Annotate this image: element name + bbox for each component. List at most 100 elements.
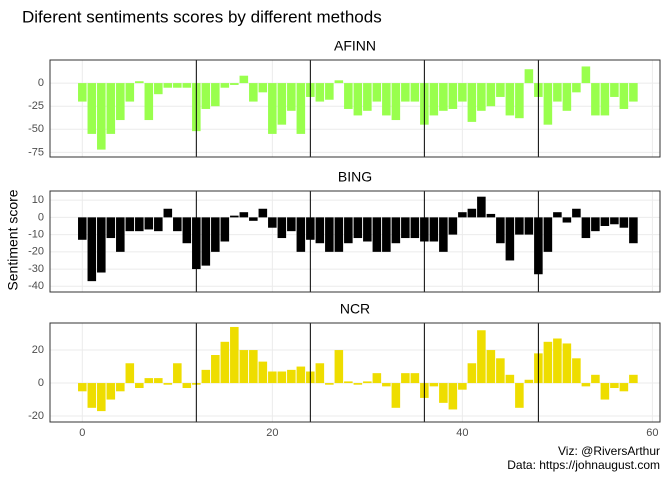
bar — [553, 212, 562, 218]
bar — [610, 83, 619, 97]
y-tick-label: -10 — [28, 229, 44, 241]
bar — [344, 217, 353, 244]
bar — [230, 215, 239, 218]
x-tick-label: 20 — [266, 427, 278, 439]
x-tick-label: 60 — [646, 427, 658, 439]
bar — [239, 212, 249, 218]
bar — [458, 83, 467, 102]
bar — [515, 383, 524, 408]
bar — [182, 83, 192, 88]
bar — [458, 383, 467, 390]
bar — [619, 217, 629, 228]
bar — [87, 217, 97, 282]
bar — [106, 83, 116, 134]
bar — [230, 83, 239, 85]
bar — [325, 83, 334, 100]
bar — [296, 217, 306, 252]
bar — [97, 217, 106, 273]
bar — [505, 374, 515, 384]
bar — [382, 217, 391, 252]
bar — [87, 83, 97, 134]
bar — [448, 83, 458, 109]
bar — [211, 355, 220, 384]
bar — [496, 358, 505, 384]
bar — [201, 217, 211, 266]
bar — [562, 83, 572, 111]
bar — [163, 208, 173, 218]
bar — [344, 381, 353, 384]
bar — [144, 217, 154, 230]
bar — [467, 363, 477, 384]
bar — [173, 83, 182, 88]
bar — [97, 83, 106, 150]
bar — [477, 330, 486, 384]
bar — [163, 83, 173, 88]
y-tick-label: 20 — [32, 344, 44, 356]
bar — [106, 217, 116, 239]
bar — [258, 361, 268, 384]
y-tick-label: -75 — [28, 146, 44, 158]
bar — [581, 66, 591, 84]
panel-title: NCR — [340, 301, 370, 317]
y-axis-label: Sentiment score — [5, 189, 21, 290]
bar — [249, 350, 258, 384]
bar — [581, 217, 591, 239]
bar — [477, 196, 486, 218]
bar — [439, 383, 448, 403]
bar — [258, 83, 268, 93]
y-tick-label: -20 — [28, 246, 44, 258]
bar — [78, 83, 87, 102]
bar — [220, 217, 230, 242]
bar — [125, 217, 135, 232]
bar — [562, 343, 572, 384]
bar — [334, 350, 344, 384]
bar — [439, 217, 448, 252]
bar — [97, 383, 106, 412]
bar — [572, 208, 581, 218]
bar — [363, 217, 372, 242]
bar — [315, 83, 325, 102]
y-tick-label: -30 — [28, 263, 44, 275]
bar — [572, 83, 581, 93]
bar — [448, 383, 458, 410]
bar — [410, 373, 420, 384]
bar — [220, 83, 230, 88]
bar — [154, 217, 163, 232]
bar — [173, 217, 182, 232]
bar — [116, 83, 125, 121]
y-tick-label: -25 — [28, 100, 44, 112]
bar — [372, 83, 382, 102]
bar — [135, 217, 144, 232]
bar — [553, 83, 562, 102]
bar — [629, 374, 638, 384]
bar — [515, 217, 524, 235]
bar — [344, 83, 353, 109]
bar — [135, 383, 144, 389]
bar — [277, 217, 287, 239]
bar — [619, 383, 629, 392]
bar — [458, 212, 467, 218]
bar — [230, 326, 239, 384]
bar — [401, 373, 410, 384]
bar — [619, 83, 629, 109]
bar — [78, 383, 87, 392]
bar — [353, 217, 363, 239]
bar — [144, 378, 154, 384]
bar — [591, 217, 600, 232]
bar — [325, 383, 334, 385]
bar — [296, 83, 306, 134]
bar — [163, 383, 173, 385]
bar — [486, 350, 496, 384]
bar — [363, 381, 372, 384]
bar — [429, 383, 439, 387]
bar — [496, 217, 505, 244]
y-tick-label: 0 — [38, 211, 44, 223]
bar — [249, 217, 258, 221]
bar — [211, 83, 220, 107]
bar — [116, 217, 125, 252]
y-tick-label: 0 — [38, 77, 44, 89]
panel-title: BING — [338, 169, 372, 185]
bar — [391, 83, 401, 121]
bar — [600, 83, 610, 116]
bar — [382, 383, 391, 387]
